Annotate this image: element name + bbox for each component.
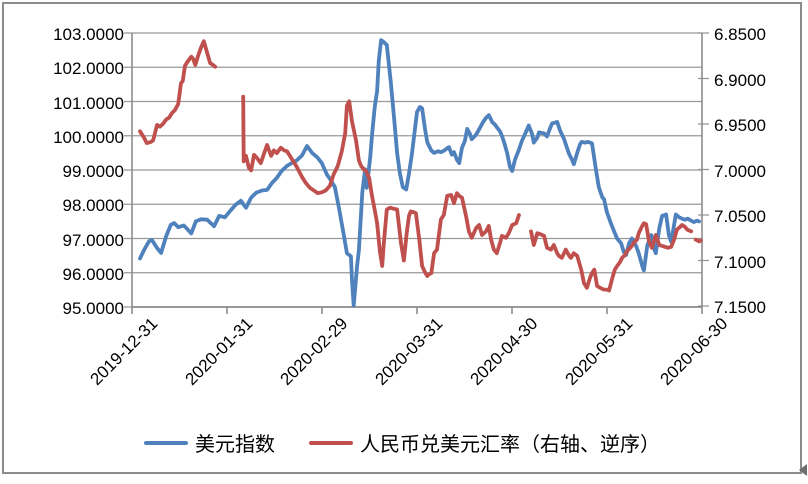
y-left-tick-label: 100.0000: [53, 127, 124, 147]
legend-item: 美元指数: [144, 428, 275, 457]
y-left-tick-label: 101.0000: [53, 93, 124, 113]
chart-plot-area: [124, 32, 709, 314]
y-left-tick-label: 97.0000: [62, 230, 124, 250]
y-left-tick-label: 98.0000: [62, 196, 124, 216]
y-left-tick-label: 99.0000: [62, 162, 124, 181]
legend-item: 人民币兑美元汇率（右轴、逆序）: [309, 428, 660, 457]
y-right-tick-label: 6.9500: [714, 116, 766, 135]
series-line-1: [138, 39, 218, 146]
y-right-tick-label: 6.9000: [714, 70, 766, 90]
legend-label: 人民币兑美元汇率（右轴、逆序）: [360, 434, 660, 456]
series-line-1: [241, 94, 521, 278]
chart-legend: 美元指数 人民币兑美元汇率（右轴、逆序）: [4, 428, 800, 457]
series-line-1: [693, 237, 703, 244]
scrollbar-left-arrow-icon[interactable]: [799, 464, 807, 476]
series-line-0: [138, 38, 701, 308]
legend-line-swatch: [144, 440, 188, 445]
y-left-tick-label: 95.0000: [62, 299, 124, 318]
y-right-tick-label: 7.1500: [714, 298, 766, 317]
legend-label: 美元指数: [195, 434, 275, 456]
y-left-tick-label: 96.0000: [62, 264, 124, 284]
series-line-1: [529, 221, 694, 293]
y-left-tick-label: 102.0000: [53, 59, 124, 79]
y-right-tick-label: 7.0500: [714, 207, 766, 226]
y-right-tick-label: 6.8500: [714, 25, 766, 44]
y-left-tick-label: 103.0000: [53, 25, 124, 44]
chart-frame: 103.0000 102.0000 101.0000 100.0000 99.0000 9…: [2, 2, 802, 474]
legend-line-swatch: [309, 440, 353, 445]
y-right-tick-label: 7.1000: [714, 252, 766, 272]
y-right-tick-label: 7.0000: [714, 161, 766, 181]
